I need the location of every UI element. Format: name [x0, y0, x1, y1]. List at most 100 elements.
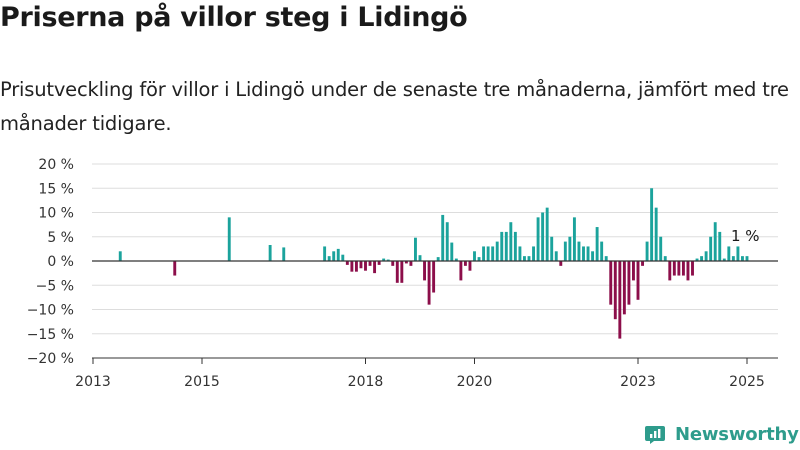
x-tick-label: 2013 — [75, 374, 111, 390]
bar — [173, 261, 177, 276]
bar — [395, 261, 399, 283]
bar — [554, 251, 558, 261]
bar — [645, 241, 649, 261]
bar — [718, 231, 722, 261]
bar — [650, 188, 654, 261]
bar — [336, 248, 340, 262]
bar — [677, 261, 681, 276]
bar — [414, 237, 417, 261]
axis-layer: 20 %15 %10 %5 %0 %−5 %−10 %−15 %−20 %201… — [27, 157, 778, 390]
bar — [468, 261, 472, 271]
bar — [463, 261, 467, 266]
bar — [382, 258, 386, 261]
bar — [359, 261, 363, 269]
bar — [418, 255, 422, 261]
bar — [504, 231, 508, 261]
bar — [686, 261, 690, 281]
bar — [477, 257, 481, 261]
bar — [432, 261, 436, 293]
brand-name: Newsworthy — [675, 423, 799, 445]
bar — [745, 256, 749, 261]
chart-subtitle: Prisutveckling för villor i Lidingö unde… — [0, 78, 789, 135]
bar — [450, 242, 454, 261]
y-tick-label: −20 % — [27, 351, 74, 367]
bar — [227, 217, 231, 261]
bar — [700, 256, 704, 261]
bar — [545, 207, 549, 261]
y-tick-label: 5 % — [47, 230, 74, 246]
newsworthy-logo-icon — [645, 426, 665, 444]
bar — [572, 217, 576, 261]
bar — [282, 247, 286, 261]
bar — [659, 236, 663, 261]
bar — [722, 258, 726, 261]
bar — [459, 261, 463, 281]
bar-layer — [118, 188, 749, 339]
brand[interactable]: Newsworthy — [645, 421, 799, 447]
bar — [427, 261, 431, 305]
bar — [627, 261, 631, 305]
bar — [341, 254, 345, 261]
bar — [486, 246, 490, 261]
bar — [409, 261, 413, 266]
bar — [391, 261, 395, 266]
y-tick-label: 20 % — [38, 157, 74, 173]
bar — [509, 222, 513, 261]
bar — [632, 261, 635, 281]
bar — [668, 261, 672, 281]
bar — [704, 251, 708, 261]
bar — [563, 241, 567, 261]
bar — [500, 231, 504, 261]
bar — [586, 246, 590, 261]
bar — [350, 261, 354, 272]
bar — [323, 246, 327, 261]
x-tick-label: 2018 — [348, 374, 384, 390]
bar — [327, 256, 331, 261]
bar — [541, 212, 545, 261]
bar — [495, 241, 499, 261]
bar — [663, 256, 667, 261]
bar — [672, 261, 676, 276]
bar — [731, 256, 735, 261]
bar — [550, 236, 554, 261]
bar — [513, 231, 517, 261]
bar — [736, 246, 740, 261]
bar — [368, 261, 372, 266]
bar — [445, 222, 449, 261]
bar — [559, 261, 563, 266]
bar — [354, 261, 358, 272]
bar — [713, 222, 717, 261]
bar — [332, 251, 336, 261]
bar — [609, 261, 613, 305]
bar — [618, 261, 622, 339]
chart-title: Priserna på villor steg i Lidingö — [0, 2, 468, 33]
x-tick-label: 2015 — [184, 374, 220, 390]
bar — [695, 258, 699, 261]
bar — [473, 251, 476, 261]
bar — [613, 261, 617, 320]
bar — [373, 261, 377, 274]
bar — [568, 236, 572, 261]
bar — [532, 246, 535, 261]
bar — [681, 261, 685, 276]
y-tick-label: −5 % — [36, 278, 74, 294]
bar — [582, 246, 585, 261]
bar — [268, 245, 272, 261]
bar — [622, 261, 626, 315]
bar — [709, 236, 713, 261]
bar — [536, 217, 540, 261]
bar — [577, 241, 581, 261]
bar — [527, 256, 531, 261]
bar — [591, 251, 595, 261]
bar — [386, 259, 390, 261]
bar — [345, 261, 349, 265]
x-tick-label: 2023 — [620, 374, 656, 390]
bar — [491, 246, 495, 261]
bar — [523, 256, 526, 261]
bar — [654, 207, 658, 261]
bar — [400, 261, 404, 283]
y-tick-label: 0 % — [47, 254, 74, 270]
bar — [604, 256, 608, 261]
